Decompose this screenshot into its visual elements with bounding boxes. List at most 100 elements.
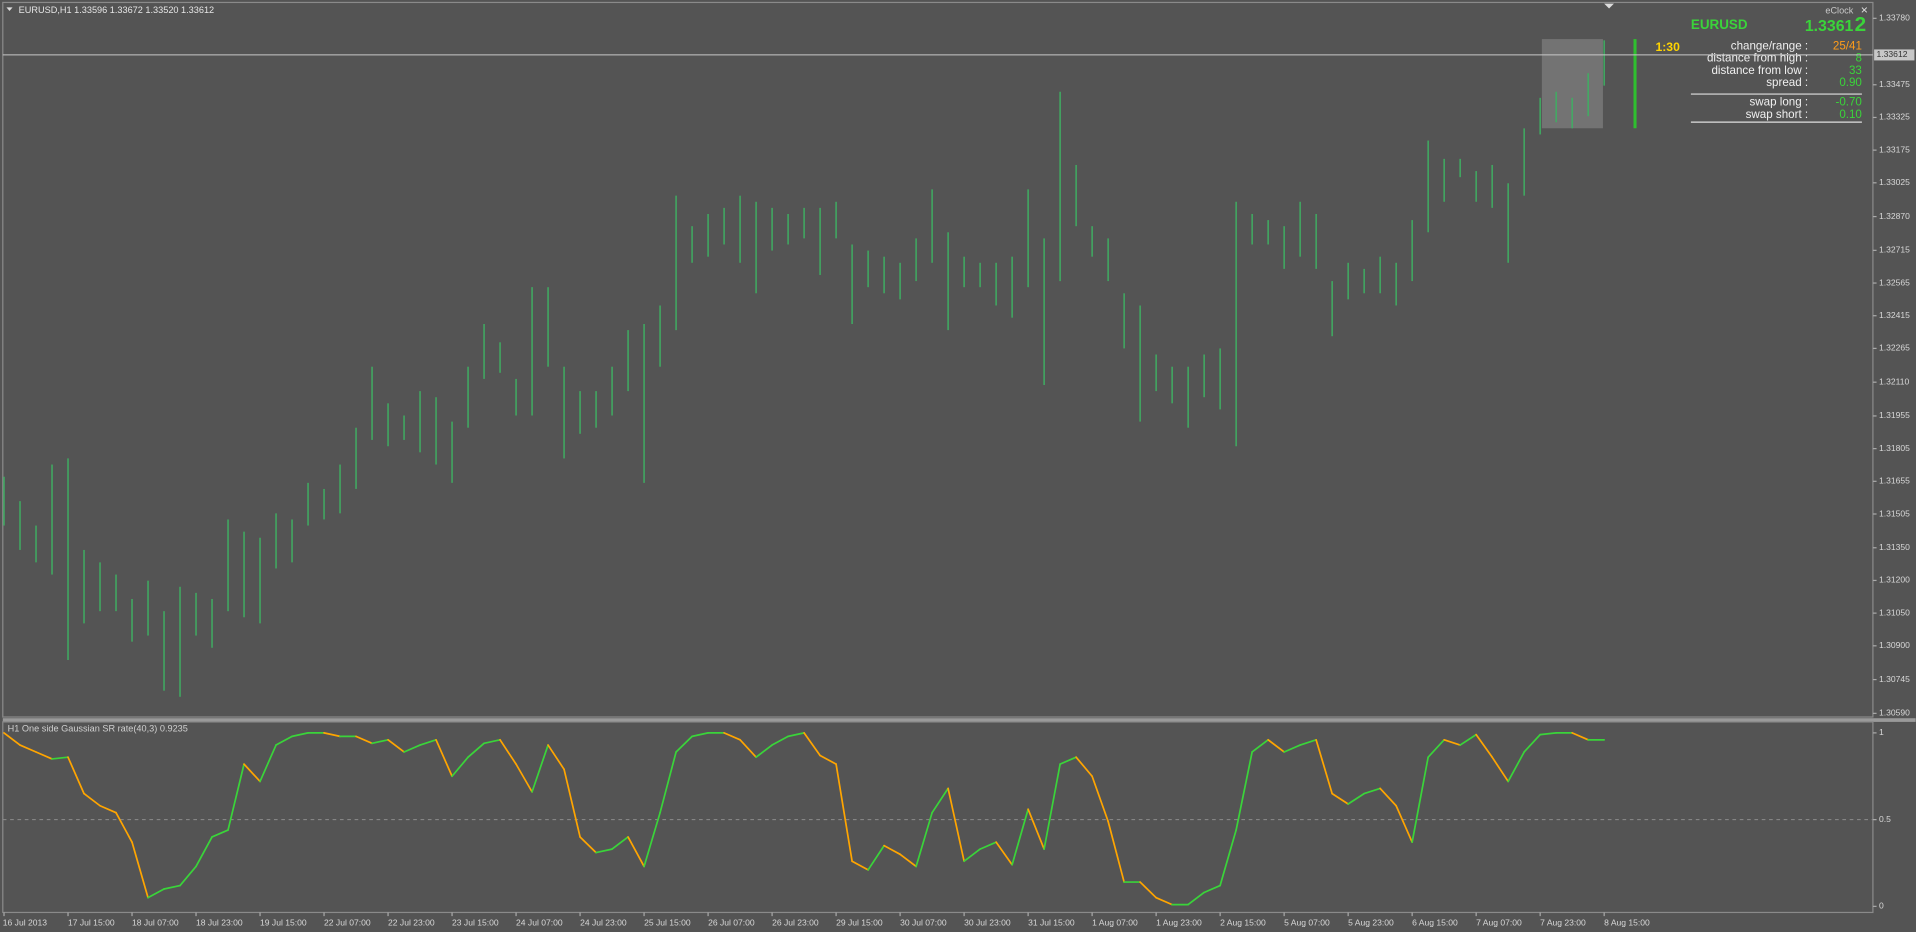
eclock-value: 0.90 [1839,76,1862,89]
x-tick-label: 19 Jul 15:00 [260,918,307,928]
indicator-segment [483,738,501,745]
menu-arrow[interactable] [6,7,13,11]
indicator-segment [1347,792,1366,805]
eclock-label: distance from low : [1712,64,1809,77]
indicator-segment [243,763,261,783]
indicator-segment [1011,808,1029,866]
eclock-bar [1633,39,1637,129]
eclock-panel: eClock × EURUSD 1.3361 2 1:30 change/ran… [1655,3,1868,123]
eclock-label: swap short : [1746,108,1809,121]
y-tick-label: 1.31200 [1879,575,1910,585]
indicator-segment [403,744,421,753]
indicator-segment [1235,751,1253,831]
x-tick-label: 23 Jul 15:00 [452,918,499,928]
indicator-segment [1315,738,1333,795]
x-tick-label: 16 Jul 2013 [3,918,47,928]
eclock-title: eClock [1825,5,1853,15]
indicator-segment [739,738,757,759]
indicator-title: H1 One side Gaussian SR rate(40,3) 0.923… [8,724,188,734]
x-tick-label: 30 Jul 07:00 [900,918,947,928]
y-tick-label: 1.32565 [1879,277,1910,287]
y-tick-label: 1.32265 [1879,343,1910,353]
indicator-segment [163,884,181,890]
x-tick-label: 24 Jul 23:00 [580,918,627,928]
y-tick-label: 1.33025 [1879,177,1910,187]
indicator-segment [1363,787,1382,795]
indicator-segment [1043,763,1061,850]
eclock-value: 33 [1849,64,1862,77]
indicator-segment [51,756,69,760]
indicator-segment [1075,756,1093,778]
eclock-price-last-digit: 2 [1855,13,1867,36]
indicator-segment [227,763,245,831]
indicator-segment [499,738,517,765]
indicator-segment [195,836,213,868]
indicator-segment [1155,896,1173,906]
indicator-segment [611,836,629,850]
indicator-segment [1219,829,1237,887]
indicator-segment [1027,808,1045,850]
x-tick-label: 22 Jul 23:00 [388,918,435,928]
indicator-segment [115,811,133,844]
indicator-segment [1299,738,1317,746]
indicator-segment [803,732,821,757]
indicator-segment [915,811,933,868]
x-tick-label: 1 Aug 07:00 [1092,918,1138,928]
y-tick-label: 1.31655 [1879,476,1910,486]
indicator-segment [643,811,661,868]
indicator-segment [691,732,709,738]
x-tick-label: 30 Jul 23:00 [964,918,1011,928]
y-tick-label: 0 [1879,901,1884,911]
indicator-panel-frame [2,721,1874,914]
y-tick-label: 1.33325 [1879,112,1910,122]
indicator-segment [435,738,453,778]
eclock-value: 25/41 [1833,39,1862,52]
indicator-segment [627,836,645,868]
panel-separator [2,718,1916,722]
y-tick-label: 1.31955 [1879,410,1910,420]
indicator-segment [579,836,597,854]
indicator-segment [131,841,149,899]
indicator-segment [723,732,741,741]
y-tick-label: 1.31350 [1879,542,1910,552]
indicator-segment [947,787,965,863]
indicator-segment [563,768,581,838]
y-tick-label: 1.30745 [1879,674,1910,684]
y-tick-label: 1.32110 [1879,376,1910,386]
x-tick-label: 6 Aug 15:00 [1412,918,1458,928]
indicator-segment [787,732,805,738]
indicator-segment [451,756,469,778]
close-button[interactable]: × [1861,3,1868,17]
indicator-segment [1539,732,1558,736]
indicator-segment [755,744,773,759]
indicator-segment [1107,820,1125,883]
indicator-segment [1059,756,1077,765]
y-tick-label: 1.31505 [1879,508,1910,518]
indicator-segment [979,841,997,850]
x-tick-label: 26 Jul 07:00 [708,918,755,928]
y-tick-label: 1 [1879,727,1884,737]
eclock-price: 1.3361 [1805,18,1854,35]
x-tick-label: 17 Jul 15:00 [68,918,115,928]
indicator-segment [883,844,901,856]
x-tick-label: 26 Jul 23:00 [772,918,819,928]
y-tick-label: 1.33175 [1879,144,1910,154]
indicator-segment [1187,891,1205,906]
indicator-segment [371,738,389,745]
indicator-segment [291,732,309,738]
indicator-segment [1395,804,1414,844]
y-tick-label: 1.32715 [1879,245,1910,255]
indicator-segment [835,763,853,863]
shift-marker [1604,3,1614,9]
x-tick-label: 5 Aug 23:00 [1348,918,1394,928]
x-tick-label: 18 Jul 23:00 [196,918,243,928]
indicator-segment [995,841,1013,866]
indicator-segment [931,787,949,814]
indicator-segment [531,744,549,793]
y-tick-label: 1.30590 [1879,708,1910,718]
eclock-symbol: EURUSD [1691,17,1748,32]
current-price-label: 1.33612 [1877,49,1908,59]
eclock-label: swap long : [1750,96,1809,109]
x-tick-label: 29 Jul 15:00 [836,918,883,928]
